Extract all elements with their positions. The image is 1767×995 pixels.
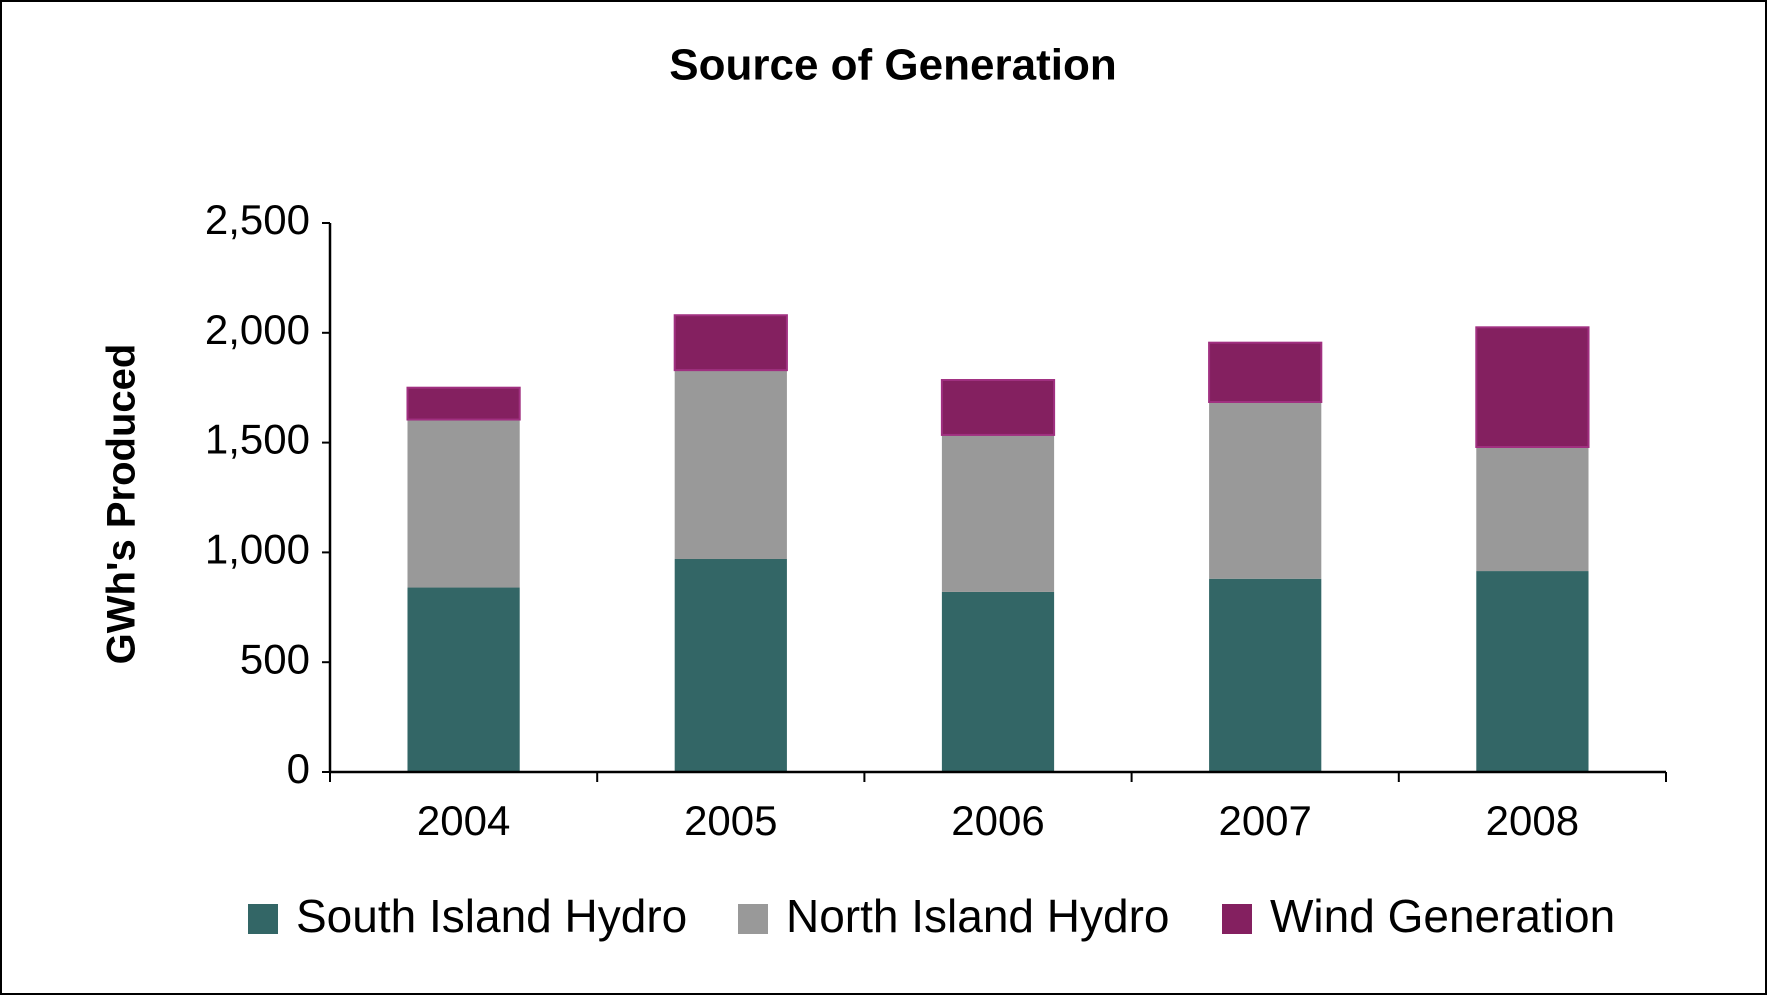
bar-segment <box>940 379 1056 436</box>
legend-swatch <box>1222 904 1252 934</box>
bar-segment <box>407 587 520 772</box>
x-tick-label: 2007 <box>1218 797 1311 844</box>
legend-label: North Island Hydro <box>786 890 1170 942</box>
legend-swatch <box>248 904 278 934</box>
x-tick-label: 2006 <box>951 797 1044 844</box>
y-tick-label: 1,500 <box>205 416 310 463</box>
y-tick-label: 2,000 <box>205 306 310 353</box>
x-tick-label: 2004 <box>417 797 510 844</box>
bar-segment <box>941 434 1055 592</box>
y-tick-label: 2,500 <box>205 196 310 243</box>
bar-segment <box>674 370 787 559</box>
bar-segment <box>1209 401 1322 579</box>
legend-swatch <box>738 904 768 934</box>
chart-title: Source of Generation <box>669 41 1116 90</box>
bar-segment <box>674 558 787 772</box>
bar-segment <box>941 591 1055 772</box>
bar-segment <box>406 386 521 421</box>
legend-label: Wind Generation <box>1270 890 1615 942</box>
x-tick-label: 2008 <box>1486 797 1579 844</box>
y-tick-label: 500 <box>240 635 310 682</box>
bar-segment <box>1476 571 1589 772</box>
bar-segment <box>1208 341 1323 403</box>
bar-segment <box>673 314 788 372</box>
x-tick-label: 2005 <box>684 797 777 844</box>
bar-segment <box>1209 578 1322 772</box>
y-tick-label: 0 <box>287 745 310 792</box>
bar-segment <box>1475 326 1590 448</box>
legend-label: South Island Hydro <box>296 890 687 942</box>
bar-segment <box>1476 446 1589 572</box>
bar-segment <box>407 419 520 588</box>
y-tick-label: 1,000 <box>205 525 310 572</box>
y-axis-label: GWh's Produced <box>100 344 144 665</box>
